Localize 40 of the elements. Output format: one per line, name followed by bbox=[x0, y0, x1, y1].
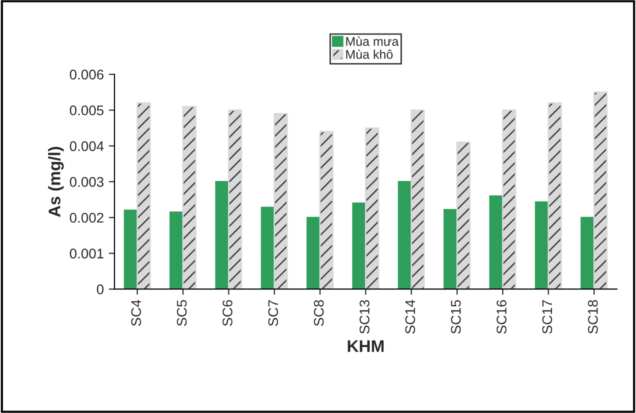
bar bbox=[182, 106, 196, 290]
y-tick-label: 0.003 bbox=[70, 177, 104, 187]
x-tick-label: SC13 bbox=[360, 300, 370, 334]
bar bbox=[489, 195, 504, 290]
x-tick-label: SC7 bbox=[268, 300, 278, 326]
bar bbox=[444, 208, 458, 290]
bar bbox=[274, 113, 288, 290]
bar bbox=[352, 202, 366, 290]
bar bbox=[215, 181, 230, 290]
bar bbox=[548, 102, 562, 290]
bar bbox=[410, 109, 425, 290]
x-tick-label: SC5 bbox=[176, 300, 187, 326]
x-tick-label: SC18 bbox=[588, 300, 598, 334]
y-tick-label: 0.006 bbox=[70, 70, 104, 80]
x-tick-label: SC14 bbox=[405, 300, 416, 334]
x-tick-label: SC8 bbox=[314, 300, 324, 326]
y-tick-label: 0.002 bbox=[70, 212, 104, 223]
bar bbox=[365, 127, 380, 290]
y-tick-label: 0.005 bbox=[70, 105, 104, 116]
bar bbox=[170, 211, 184, 290]
x-tick-label: SC4 bbox=[131, 300, 142, 326]
bar bbox=[502, 109, 516, 290]
bar bbox=[593, 92, 608, 290]
bar bbox=[319, 130, 334, 290]
bar bbox=[136, 102, 151, 290]
x-tick-label: SC17 bbox=[542, 300, 552, 334]
bar bbox=[228, 109, 242, 290]
legend-label: Mùa khô bbox=[346, 49, 393, 59]
y-tick-label: 0 bbox=[96, 284, 104, 294]
bar bbox=[456, 142, 471, 290]
bar bbox=[580, 216, 595, 290]
legend-label: Mùa mưa bbox=[346, 36, 399, 46]
x-tick-label: SC6 bbox=[222, 300, 232, 326]
x-axis-title: KHM bbox=[348, 340, 384, 352]
y-axis-title: As (mg/l) bbox=[48, 146, 64, 217]
bar bbox=[306, 216, 321, 290]
y-tick-label: 0.001 bbox=[70, 248, 104, 258]
x-tick-label: SC16 bbox=[496, 300, 506, 334]
x-tick-label: SC15 bbox=[450, 300, 461, 334]
y-tick-label: 0.004 bbox=[70, 141, 104, 152]
